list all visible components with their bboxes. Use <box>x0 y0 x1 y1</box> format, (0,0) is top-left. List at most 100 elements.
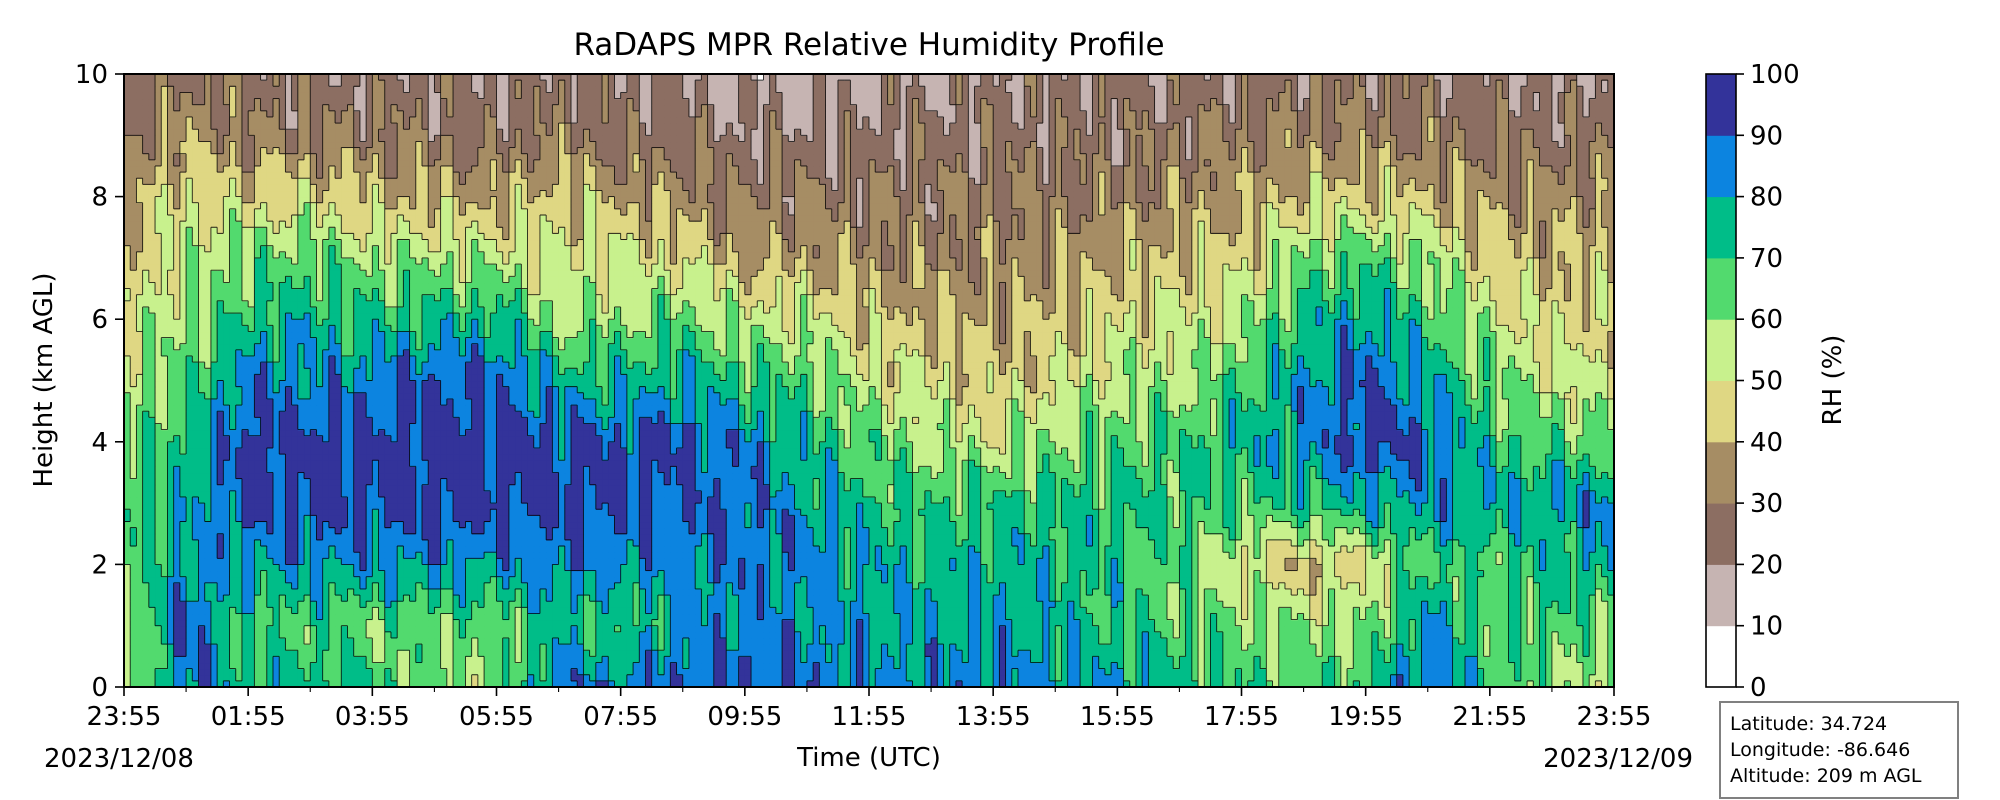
rh-cell <box>1545 668 1553 676</box>
rh-cell <box>955 662 963 670</box>
rh-cell <box>595 558 603 565</box>
rh-cell <box>1440 650 1447 657</box>
rh-cell <box>1390 650 1398 657</box>
rh-cell <box>732 650 740 657</box>
rh-cell <box>241 564 249 572</box>
rh-cell <box>713 588 721 596</box>
rh-cell <box>657 674 665 682</box>
rh-cell <box>949 631 957 639</box>
rh-cell <box>1539 662 1547 670</box>
rh-cell <box>1011 631 1019 639</box>
rh-cell <box>558 582 566 590</box>
rh-cell <box>508 656 516 664</box>
rh-cell <box>887 619 895 627</box>
rh-cell <box>1471 662 1479 670</box>
rh-cell <box>999 674 1007 682</box>
rh-cell <box>887 674 895 682</box>
rh-cell <box>856 674 864 682</box>
rh-cell <box>223 668 231 676</box>
rh-cell <box>924 576 932 584</box>
rh-cell <box>1055 637 1063 645</box>
rh-cell <box>471 576 479 584</box>
rh-cell <box>1266 680 1274 687</box>
rh-cell <box>1347 582 1354 590</box>
rh-cell <box>1198 656 1205 664</box>
rh-cell <box>291 674 299 682</box>
rh-cell <box>1135 637 1143 645</box>
rh-cell <box>806 656 814 664</box>
rh-cell <box>1371 564 1379 572</box>
rh-cell <box>136 674 144 682</box>
rh-cell <box>1247 680 1255 687</box>
rh-cell <box>1049 668 1056 676</box>
rh-cell <box>1595 631 1603 639</box>
rh-cell <box>546 644 553 651</box>
rh-cell <box>1477 613 1485 621</box>
rh-cell <box>186 668 193 676</box>
rh-cell <box>1396 576 1404 584</box>
rh-cell <box>881 607 889 615</box>
rh-cell <box>1005 595 1013 602</box>
rh-cell <box>806 558 814 565</box>
rh-cell <box>1148 570 1156 578</box>
rh-cell <box>241 625 249 633</box>
rh-cell <box>546 668 553 676</box>
rh-cell <box>1334 631 1342 639</box>
rh-cell <box>217 650 224 657</box>
rh-cell <box>949 674 957 682</box>
rh-cell <box>1384 637 1392 645</box>
rh-cell <box>1266 595 1274 602</box>
rh-cell <box>1129 662 1137 670</box>
rh-cell <box>384 644 392 651</box>
rh-cell <box>353 631 361 639</box>
rh-cell <box>1129 644 1137 651</box>
rh-cell <box>359 650 367 657</box>
rh-cell <box>533 625 541 633</box>
rh-cell <box>695 570 702 578</box>
rh-cell <box>1576 613 1584 621</box>
rh-cell <box>428 601 436 608</box>
rh-cell <box>1024 625 1032 633</box>
rh-cell <box>875 680 883 687</box>
rh-cell <box>869 650 876 657</box>
rh-cell <box>546 631 553 639</box>
rh-cell <box>1092 595 1100 602</box>
rh-cell <box>1135 650 1143 657</box>
rh-cell <box>440 570 448 578</box>
rh-cell <box>496 656 504 664</box>
rh-cell <box>862 680 870 687</box>
rh-cell <box>241 656 249 664</box>
rh-cell <box>1266 662 1274 670</box>
rh-cell <box>192 644 200 651</box>
rh-cell <box>217 607 224 615</box>
rh-cell <box>1483 674 1491 682</box>
rh-cell <box>1098 637 1106 645</box>
rh-cell <box>1216 668 1224 676</box>
rh-cell <box>676 576 684 584</box>
rh-cell <box>1049 650 1056 657</box>
rh-cell <box>1539 637 1547 645</box>
rh-cell <box>1067 564 1075 572</box>
rh-cell <box>173 662 181 670</box>
rh-cell <box>1551 668 1559 676</box>
rh-cell <box>1278 619 1286 627</box>
rh-cell <box>409 564 417 572</box>
rh-cell <box>831 644 839 651</box>
rh-cell <box>192 601 200 608</box>
rh-cell <box>732 668 740 676</box>
rh-cell <box>539 680 547 687</box>
rh-cell <box>428 576 436 584</box>
rh-cell <box>1036 570 1044 578</box>
rh-cell <box>1216 637 1224 645</box>
rh-cell <box>1036 662 1044 670</box>
rh-cell <box>1471 650 1479 657</box>
rh-cell <box>459 662 467 670</box>
rh-cell <box>322 650 330 657</box>
rh-cell <box>1496 668 1503 676</box>
rh-cell <box>1210 564 1218 572</box>
rh-cell <box>390 644 398 651</box>
rh-cell <box>124 674 131 682</box>
rh-cell <box>1508 637 1516 645</box>
rh-cell <box>825 588 833 596</box>
rh-cell <box>372 656 380 664</box>
